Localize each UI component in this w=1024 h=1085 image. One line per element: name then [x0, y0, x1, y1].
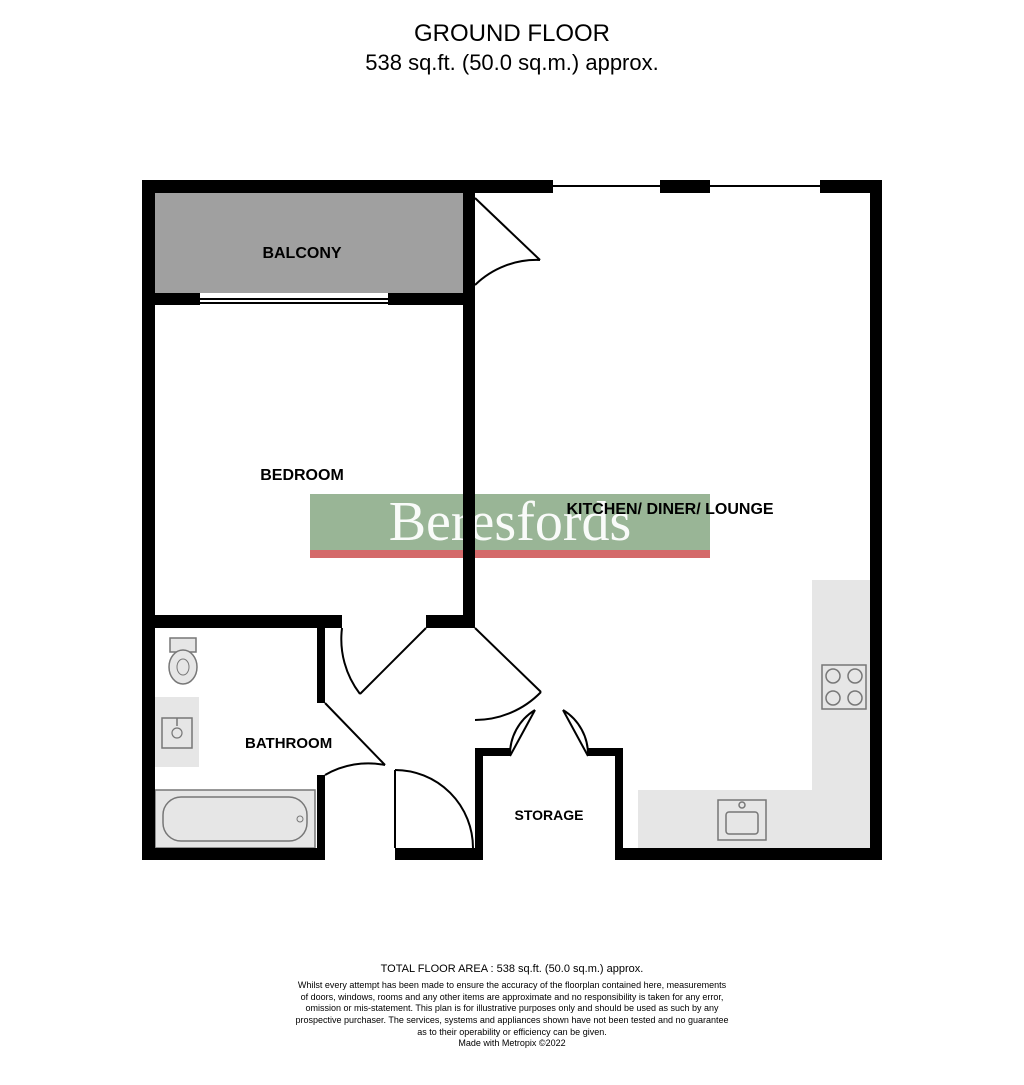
kitchen-label: KITCHEN/ DINER/ LOUNGE: [566, 501, 773, 518]
balcony-label: BALCONY: [262, 245, 341, 262]
disclaimer-line: Made with Metropix ©2022: [0, 1038, 1024, 1050]
bedroom-label: BEDROOM: [260, 467, 344, 484]
basin-icon: [155, 697, 199, 767]
bathtub-icon: [155, 790, 315, 848]
disclaimer-line: Whilst every attempt has been made to en…: [0, 980, 1024, 992]
toilet-icon: [169, 638, 197, 684]
floorplan-diagram: Beresfords: [0, 0, 1024, 1085]
balcony-fill: [155, 193, 463, 293]
total-area: TOTAL FLOOR AREA : 538 sq.ft. (50.0 sq.m…: [0, 962, 1024, 976]
bathroom-label: BATHROOM: [245, 735, 332, 752]
storage-label: STORAGE: [515, 807, 584, 823]
disclaimer-line: omission or mis-statement. This plan is …: [0, 1003, 1024, 1015]
footer: TOTAL FLOOR AREA : 538 sq.ft. (50.0 sq.m…: [0, 962, 1024, 1050]
disclaimer-line: prospective purchaser. The services, sys…: [0, 1015, 1024, 1027]
disclaimer-line: as to their operability or efficiency ca…: [0, 1027, 1024, 1039]
kitchen-counter: [638, 580, 870, 848]
disclaimer-line: of doors, windows, rooms and any other i…: [0, 992, 1024, 1004]
